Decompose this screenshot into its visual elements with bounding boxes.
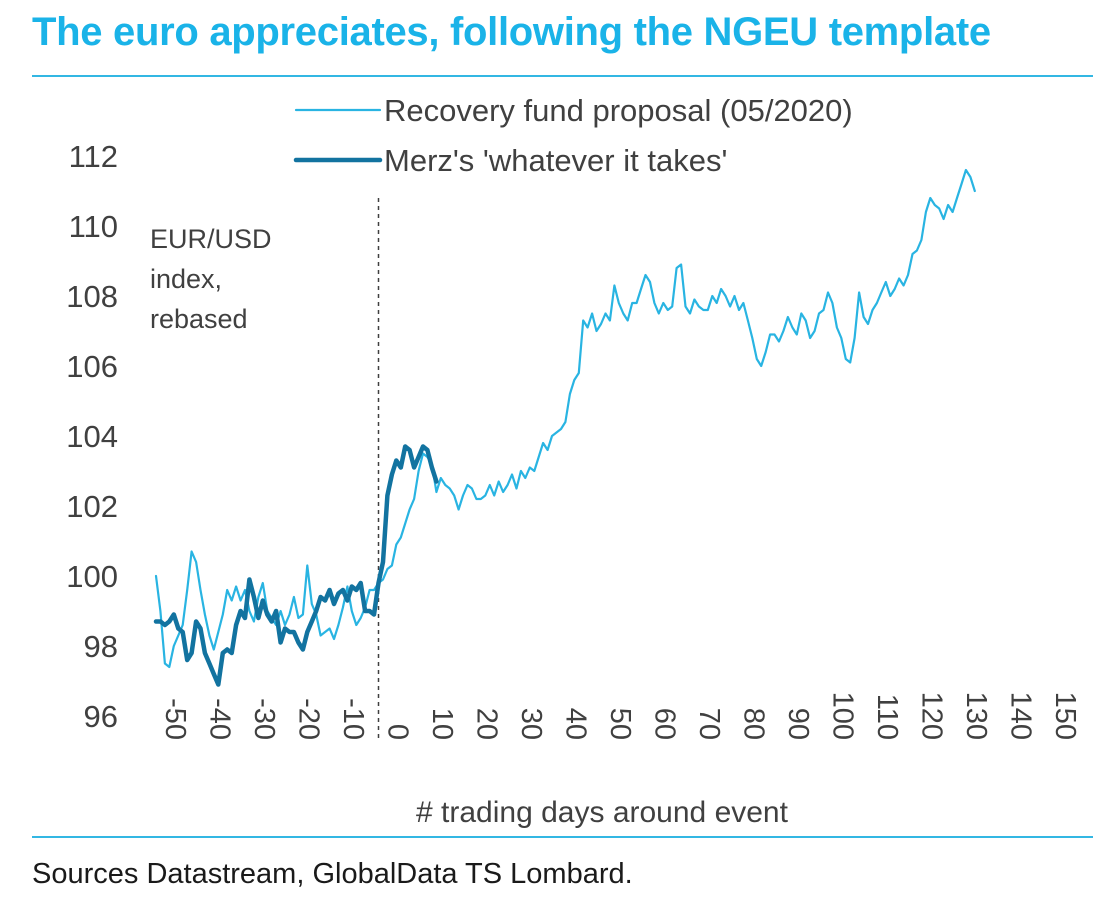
chart-title: The euro appreciates, following the NGEU… [32,10,991,54]
y-tick-label: 100 [66,559,118,594]
legend-label-merz: Merz's 'whatever it takes' [384,143,727,178]
y-axis-ticks: 96 98 100 102 104 106 108 110 112 [66,139,118,734]
x-tick-label: 0 [382,724,414,740]
x-tick-label: 30 [515,708,547,740]
x-tick-label: -20 [293,698,325,740]
series-layer [153,168,976,687]
legend: Recovery fund proposal (05/2020) Merz's … [293,93,853,178]
y-axis-label-line: index, [150,264,222,294]
x-tick-label: 70 [693,708,725,740]
source-note: Sources Datastream, GlobalData TS Lombar… [32,858,633,890]
x-tick-label: 130 [960,692,992,740]
x-tick-label: 50 [604,708,636,740]
y-axis-label: EUR/USD index, rebased [150,224,272,334]
y-axis-label-line: EUR/USD [150,224,272,254]
x-tick-label: 110 [871,694,903,740]
x-tick-label: -10 [337,698,369,740]
x-tick-label: 100 [827,692,859,740]
y-tick-label: 96 [84,699,118,734]
y-tick-label: 106 [66,349,118,384]
x-tick-label: 150 [1049,692,1081,740]
x-tick-label: 10 [426,708,458,740]
series-line-merz [153,444,439,687]
top-rule [32,75,1093,77]
bottom-rule [32,836,1093,838]
y-tick-label: 108 [66,279,118,314]
x-tick-label: 90 [782,708,814,740]
legend-label-recovery-fund: Recovery fund proposal (05/2020) [384,93,853,128]
y-axis-label-line: rebased [150,304,248,334]
x-tick-label: 60 [649,708,681,740]
x-axis-ticks: -50 -40 -30 -20 -10 0 10 20 30 40 50 60 70 80 90 100 110… [159,692,1081,740]
series-line-recovery-fund [154,168,976,669]
y-tick-label: 102 [66,489,118,524]
x-tick-label: -30 [248,698,280,740]
y-tick-label: 98 [84,629,118,664]
x-axis-label: # trading days around event [416,796,789,829]
x-tick-label: 80 [738,708,770,740]
y-tick-label: 110 [69,209,118,244]
x-tick-label: -50 [159,698,191,740]
x-tick-label: 140 [1005,692,1037,740]
y-tick-label: 104 [66,419,118,454]
x-tick-label: -40 [204,698,236,740]
y-tick-label: 112 [69,139,118,174]
x-tick-label: 120 [916,692,948,740]
x-tick-label: 20 [471,708,503,740]
x-tick-label: 40 [560,708,592,740]
